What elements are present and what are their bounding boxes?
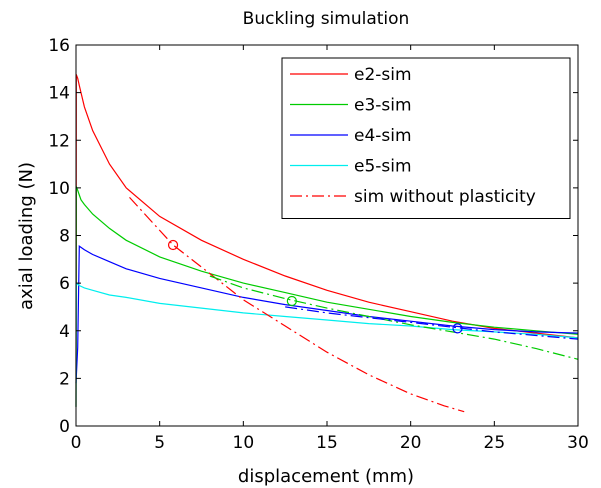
legend-label-3: e5-sim xyxy=(354,157,412,177)
x-axis-label: displacement (mm) xyxy=(238,466,414,487)
series-line-3 xyxy=(75,282,579,407)
y-tick-label-4: 8 xyxy=(59,227,70,247)
y-tick-label-5: 10 xyxy=(48,179,70,199)
legend-label-1: e3-sim xyxy=(354,96,412,116)
x-tick-label-0: 0 xyxy=(71,433,82,453)
legend-label-4: sim without plasticity xyxy=(354,187,536,207)
legend-box xyxy=(281,57,571,219)
series-line-4 xyxy=(129,196,465,413)
series-line-0 xyxy=(75,73,579,407)
y-tick-label-0: 0 xyxy=(59,417,70,437)
y-tick-label-6: 12 xyxy=(48,131,70,151)
data-marker-1 xyxy=(286,295,297,307)
series-line-1 xyxy=(75,185,579,407)
y-tick-label-8: 16 xyxy=(48,36,70,56)
y-tick-label-7: 14 xyxy=(48,84,70,104)
x-tick-label-2: 10 xyxy=(233,433,255,453)
chart-title: Buckling simulation xyxy=(243,9,410,29)
y-tick-label-2: 4 xyxy=(59,322,70,342)
plot-area xyxy=(75,73,579,413)
legend-label-2: e4-sim xyxy=(354,126,412,146)
series-line-6 xyxy=(285,306,579,340)
y-tick-label-3: 6 xyxy=(59,274,70,294)
series-line-2 xyxy=(75,245,579,384)
data-marker-2 xyxy=(452,323,463,334)
x-tick-label-5: 25 xyxy=(484,433,506,453)
x-tick-label-3: 15 xyxy=(316,433,338,453)
y-axis-label: axial loading (N) xyxy=(16,162,37,310)
data-marker-0 xyxy=(167,239,179,251)
x-tick-label-1: 5 xyxy=(154,433,165,453)
axis-ticks: 0 5 10 15 20 25 30 0 2 4 6 8 10 12 14 16 xyxy=(48,36,588,453)
legend: e2-sim e3-sim e4-sim e5-sim sim without plas… xyxy=(281,57,571,219)
legend-label-0: e2-sim xyxy=(354,65,412,85)
y-tick-label-1: 2 xyxy=(59,369,70,389)
x-tick-label-4: 20 xyxy=(400,433,422,453)
x-tick-label-6: 30 xyxy=(567,433,589,453)
